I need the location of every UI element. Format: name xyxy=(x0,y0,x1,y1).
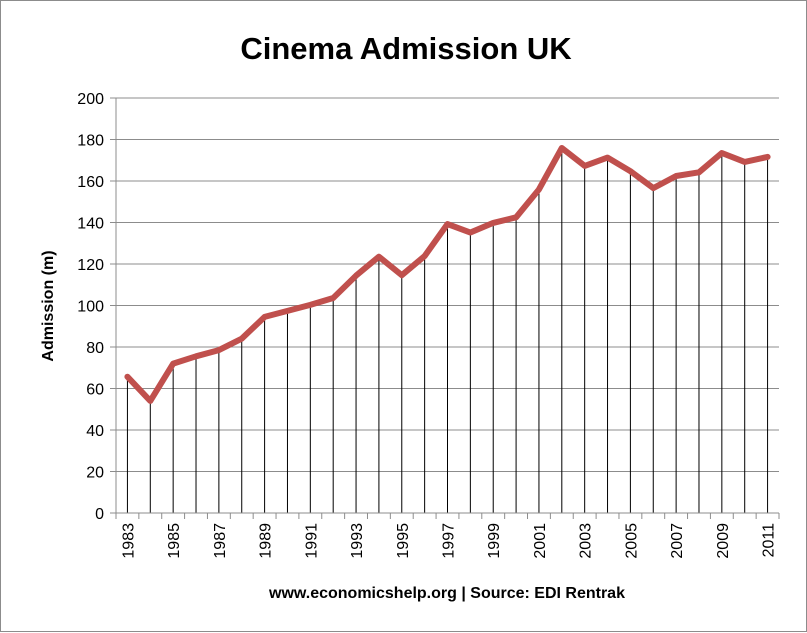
y-tick-label: 60 xyxy=(86,382,104,399)
data-point xyxy=(606,156,609,159)
data-point xyxy=(583,164,586,167)
y-tick-label: 20 xyxy=(86,465,104,482)
data-point xyxy=(537,188,540,191)
data-point xyxy=(743,160,746,163)
drop-lines xyxy=(126,148,769,513)
data-point xyxy=(766,155,769,158)
data-point xyxy=(515,216,518,219)
y-tick-label: 200 xyxy=(77,91,104,108)
x-tick-label: 1989 xyxy=(258,523,275,559)
data-point xyxy=(309,303,312,306)
data-point xyxy=(492,221,495,224)
chart-title: Cinema Admission UK xyxy=(240,31,572,66)
y-tick-label: 40 xyxy=(86,423,104,440)
x-tick-label: 1991 xyxy=(303,523,320,559)
y-tick-label: 180 xyxy=(77,133,104,150)
data-point xyxy=(423,255,426,258)
data-point xyxy=(172,362,175,365)
y-tick-label: 100 xyxy=(77,299,104,316)
x-axis-label: www.economicshelp.org | Source: EDI Rent… xyxy=(268,585,625,602)
y-tick-label: 80 xyxy=(86,340,104,357)
series-line xyxy=(124,145,771,404)
y-tick-label: 120 xyxy=(77,257,104,274)
x-tick-label: 1999 xyxy=(486,523,503,559)
data-point xyxy=(332,297,335,300)
data-point xyxy=(217,349,220,352)
data-point xyxy=(355,274,358,277)
y-tick-label: 140 xyxy=(77,216,104,233)
x-tick-label: 2003 xyxy=(578,523,595,559)
x-tick-label: 1997 xyxy=(441,523,458,559)
axes xyxy=(110,97,780,519)
data-point xyxy=(149,399,152,402)
data-point xyxy=(195,355,198,358)
data-point xyxy=(286,309,289,312)
x-tick-label: 2011 xyxy=(761,523,778,558)
data-point xyxy=(629,170,632,173)
x-tick-label: 1987 xyxy=(212,523,229,559)
data-point xyxy=(446,222,449,225)
y-tick-label: 0 xyxy=(95,506,104,523)
y-tick-labels: 0 20 40 60 80 100 120 140 160 180 200 xyxy=(77,91,104,523)
data-point xyxy=(126,375,129,378)
x-tick-label: 1993 xyxy=(349,523,366,559)
y-tick-label: 160 xyxy=(77,174,104,191)
data-point xyxy=(377,255,380,258)
data-point xyxy=(263,315,266,318)
y-axis-label: Admission (m) xyxy=(40,250,57,361)
data-point xyxy=(400,274,403,277)
data-point xyxy=(560,147,563,150)
data-point xyxy=(240,337,243,340)
data-point xyxy=(720,151,723,154)
data-point xyxy=(469,231,472,234)
x-tick-label: 1983 xyxy=(120,523,137,559)
x-tick-label: 1995 xyxy=(395,523,412,559)
x-tick-labels: 1983 1985 1987 1989 1991 1993 1995 1997 1999 2001… xyxy=(120,523,777,559)
x-tick-label: 2001 xyxy=(532,523,549,559)
x-tick-label: 2009 xyxy=(715,523,732,559)
data-point xyxy=(697,171,700,174)
x-tick-label: 1985 xyxy=(166,523,183,559)
x-tick-label: 2007 xyxy=(669,523,686,559)
data-point xyxy=(675,175,678,178)
x-tick-label: 2005 xyxy=(623,523,640,559)
data-point xyxy=(652,187,655,190)
